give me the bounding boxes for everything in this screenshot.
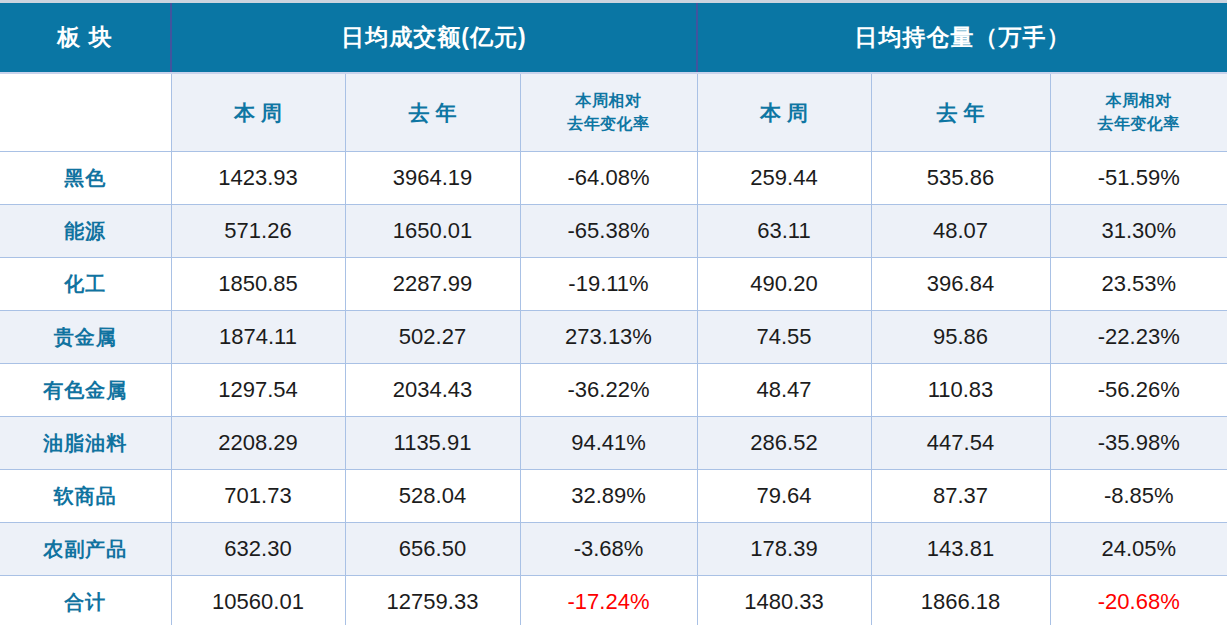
turnover-change-value: -36.22% [520,364,697,417]
oi-change-header: 本周相对 去年变化率 [1050,73,1227,152]
turnover-lastyear-value: 656.50 [345,523,520,576]
sector-label: 软商品 [0,470,171,523]
turnover-change-value: -65.38% [520,205,697,258]
oi-lastyear-value: 48.07 [871,205,1050,258]
turnover-week-value: 701.73 [171,470,345,523]
oi-change-value: -56.26% [1050,364,1227,417]
oi-lastyear-value: 535.86 [871,152,1050,205]
turnover-week-value: 2208.29 [171,417,345,470]
turnover-week-value: 1423.93 [171,152,345,205]
oi-week-value: 259.44 [697,152,871,205]
turnover-week-value: 10560.01 [171,576,345,625]
turnover-lastyear-value: 12759.33 [345,576,520,625]
sector-label: 黑色 [0,152,171,205]
oi-week-value: 490.20 [697,258,871,311]
oi-lastyear-value: 396.84 [871,258,1050,311]
group-header-row: 板 块 日均成交额(亿元) 日均持仓量（万手） [0,2,1227,74]
table-row-nonferrous-metals: 有色金属 1297.54 2034.43 -36.22% 48.47 110.8… [0,364,1227,417]
turnover-change-header-line1: 本周相对 [522,90,696,112]
sector-label: 合计 [0,576,171,625]
sector-column-header: 板 块 [0,2,171,74]
turnover-lastyear-value: 1650.01 [345,205,520,258]
oi-week-value: 63.11 [697,205,871,258]
sector-stats-table: 板 块 日均成交额(亿元) 日均持仓量（万手） 本 周 去 年 本周相对 去年变… [0,0,1227,625]
turnover-lastyear-value: 1135.91 [345,417,520,470]
table-row-soft-commodities: 软商品 701.73 528.04 32.89% 79.64 87.37 -8.… [0,470,1227,523]
turnover-week-value: 571.26 [171,205,345,258]
turnover-lastyear-value: 2034.43 [345,364,520,417]
sub-header-row: 本 周 去 年 本周相对 去年变化率 本 周 去 年 本周相对 去年变化率 [0,73,1227,152]
oi-week-value: 79.64 [697,470,871,523]
sector-label: 油脂油料 [0,417,171,470]
oi-week-value: 1480.33 [697,576,871,625]
sector-label: 农副产品 [0,523,171,576]
sector-label: 化工 [0,258,171,311]
turnover-group-header: 日均成交额(亿元) [171,2,697,74]
table-row-energy: 能源 571.26 1650.01 -65.38% 63.11 48.07 31… [0,205,1227,258]
oi-change-value: -35.98% [1050,417,1227,470]
oi-lastyear-header: 去 年 [871,73,1050,152]
oi-change-value: 23.53% [1050,258,1227,311]
oi-week-value: 74.55 [697,311,871,364]
table-row-black: 黑色 1423.93 3964.19 -64.08% 259.44 535.86… [0,152,1227,205]
oi-week-header: 本 周 [697,73,871,152]
turnover-change-value: -64.08% [520,152,697,205]
oi-lastyear-value: 95.86 [871,311,1050,364]
turnover-change-value: 273.13% [520,311,697,364]
turnover-lastyear-value: 2287.99 [345,258,520,311]
turnover-lastyear-value: 502.27 [345,311,520,364]
turnover-week-value: 1297.54 [171,364,345,417]
open-interest-group-header: 日均持仓量（万手） [697,2,1227,74]
turnover-lastyear-value: 528.04 [345,470,520,523]
turnover-change-header-line2: 去年变化率 [522,113,696,135]
turnover-week-value: 1850.85 [171,258,345,311]
oi-change-value: -20.68% [1050,576,1227,625]
table-row-oils-oilseeds: 油脂油料 2208.29 1135.91 94.41% 286.52 447.5… [0,417,1227,470]
oi-week-value: 286.52 [697,417,871,470]
turnover-change-value: -19.11% [520,258,697,311]
oi-change-header-line1: 本周相对 [1052,90,1227,112]
table-row-agricultural-products: 农副产品 632.30 656.50 -3.68% 178.39 143.81 … [0,523,1227,576]
oi-lastyear-value: 110.83 [871,364,1050,417]
oi-week-value: 48.47 [697,364,871,417]
turnover-change-value: -3.68% [520,523,697,576]
oi-week-value: 178.39 [697,523,871,576]
sector-label: 贵金属 [0,311,171,364]
turnover-week-header: 本 周 [171,73,345,152]
turnover-lastyear-header: 去 年 [345,73,520,152]
table-row-total: 合计 10560.01 12759.33 -17.24% 1480.33 186… [0,576,1227,625]
turnover-change-value: 32.89% [520,470,697,523]
oi-lastyear-value: 143.81 [871,523,1050,576]
oi-lastyear-value: 447.54 [871,417,1050,470]
sector-label: 有色金属 [0,364,171,417]
oi-change-value: -22.23% [1050,311,1227,364]
oi-lastyear-value: 1866.18 [871,576,1050,625]
turnover-change-value: -17.24% [520,576,697,625]
oi-lastyear-value: 87.37 [871,470,1050,523]
sector-label: 能源 [0,205,171,258]
turnover-change-header: 本周相对 去年变化率 [520,73,697,152]
turnover-week-value: 1874.11 [171,311,345,364]
oi-change-value: 24.05% [1050,523,1227,576]
oi-change-value: -8.85% [1050,470,1227,523]
turnover-change-value: 94.41% [520,417,697,470]
turnover-week-value: 632.30 [171,523,345,576]
table-row-precious-metals: 贵金属 1874.11 502.27 273.13% 74.55 95.86 -… [0,311,1227,364]
oi-change-value: -51.59% [1050,152,1227,205]
oi-change-value: 31.30% [1050,205,1227,258]
oi-change-header-line2: 去年变化率 [1052,113,1227,135]
turnover-lastyear-value: 3964.19 [345,152,520,205]
blank-header-cell [0,73,171,152]
table-row-chemicals: 化工 1850.85 2287.99 -19.11% 490.20 396.84… [0,258,1227,311]
